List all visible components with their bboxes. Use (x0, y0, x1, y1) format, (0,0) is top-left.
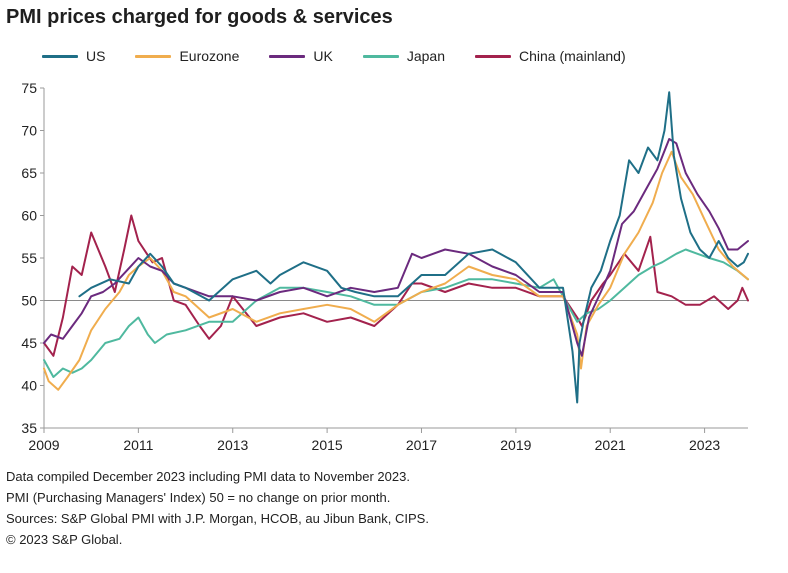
y-tick-label: 65 (21, 165, 37, 181)
x-tick-label: 2011 (123, 437, 153, 453)
footer-copyright: © 2023 S&P Global. (6, 532, 123, 547)
x-tick-label: 2009 (28, 437, 59, 453)
legend: US Eurozone UK Japan China (mainland) (42, 48, 656, 64)
line-chart: 35 40 45 50 55 60 65 70 75 2009 2011 2013 2015 2017 20… (21, 80, 749, 453)
y-tick-label: 55 (21, 250, 37, 266)
legend-swatch-japan (362, 54, 399, 58)
x-tick-label: 2019 (500, 437, 531, 453)
legend-swatch-uk (269, 54, 306, 58)
legend-item-us: US (42, 48, 105, 64)
x-tick-label: 2023 (689, 437, 720, 453)
chart-footer: Data compiled December 2023 including PM… (6, 466, 429, 550)
legend-label-china: China (mainland) (519, 48, 626, 64)
y-tick-label: 75 (21, 80, 37, 96)
legend-item-eurozone: Eurozone (135, 48, 239, 64)
y-tick-label: 70 (21, 123, 37, 139)
footer-note-compiled: Data compiled December 2023 including PM… (6, 469, 410, 484)
legend-item-uk: UK (269, 48, 333, 64)
legend-swatch-us (42, 54, 78, 58)
legend-label-eurozone: Eurozone (179, 48, 240, 64)
x-tick-label: 2021 (595, 437, 626, 453)
x-tick-label: 2013 (217, 437, 248, 453)
y-tick-label: 35 (21, 420, 37, 436)
legend-item-china: China (mainland) (475, 48, 626, 64)
y-tick-label: 40 (21, 378, 37, 394)
legend-swatch-eurozone (135, 54, 172, 58)
legend-label-us: US (86, 48, 106, 64)
chart-title: PMI prices charged for goods & services (6, 6, 393, 28)
series-line-japan (43, 248, 749, 378)
legend-label-uk: UK (313, 48, 333, 64)
footer-note-pmi-definition: PMI (Purchasing Managers' Index) 50 = no… (6, 490, 391, 505)
legend-label-japan: Japan (406, 48, 445, 64)
x-tick-label: 2017 (406, 437, 437, 453)
legend-swatch-china (475, 54, 511, 58)
y-tick-label: 50 (21, 293, 37, 309)
series-line-china-mainland (43, 214, 749, 357)
footer-note-sources: Sources: S&P Global PMI with J.P. Morgan… (6, 511, 429, 526)
y-tick-label: 45 (21, 335, 37, 351)
x-tick-label: 2015 (312, 437, 343, 453)
legend-item-japan: Japan (362, 48, 445, 64)
y-tick-label: 60 (21, 208, 37, 224)
series-line-us (78, 91, 749, 404)
series-line-uk (43, 138, 749, 357)
series-line-eurozone (43, 150, 749, 391)
